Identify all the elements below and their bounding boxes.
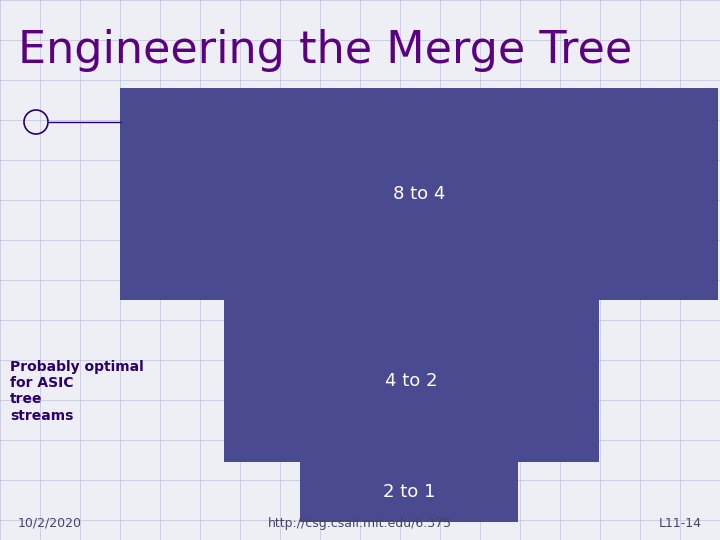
- Text: 4 to 2: 4 to 2: [385, 372, 438, 390]
- Text: 10/2/2020: 10/2/2020: [18, 517, 82, 530]
- Text: L11-14: L11-14: [659, 517, 702, 530]
- Bar: [224, 300, 599, 462]
- Text: 8 to 4: 8 to 4: [393, 185, 445, 203]
- Text: 2 to 1: 2 to 1: [383, 483, 435, 501]
- Text: Engineering the Merge Tree: Engineering the Merge Tree: [18, 29, 632, 72]
- Bar: [120, 88, 718, 300]
- Text: Probably optimal
for ASIC
tree
streams: Probably optimal for ASIC tree streams: [10, 360, 144, 423]
- Text: http://csg.csail.mit.edu/6.375: http://csg.csail.mit.edu/6.375: [268, 517, 452, 530]
- Bar: [300, 462, 518, 522]
